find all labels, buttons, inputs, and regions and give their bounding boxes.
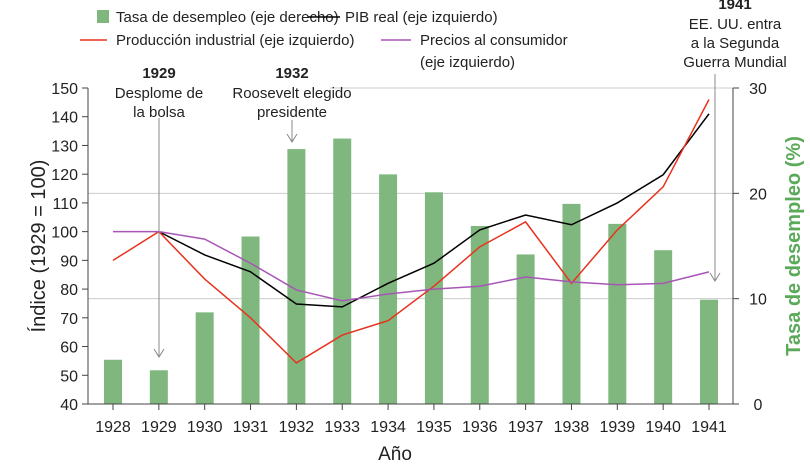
annotation-year: 1941 [718, 0, 751, 13]
arrow-head-icon [709, 272, 721, 282]
y-tick-label: 110 [52, 196, 78, 213]
y-tick-label: 40 [60, 397, 78, 414]
y-tick-label: 80 [60, 282, 78, 299]
legend-label: Tasa de desempleo (eje derecho) [116, 9, 339, 26]
legend-label: (eje izquierdo) [420, 54, 515, 71]
legend: Tasa de desempleo (eje derecho) PIB real… [80, 9, 568, 71]
bar-1930 [195, 312, 214, 404]
y-tick-label: 90 [60, 253, 78, 270]
y-tick-label: 150 [51, 81, 78, 98]
bar-1936 [470, 225, 489, 404]
annotation-text: a la Segunda [691, 35, 780, 52]
x-axis-label: Año [378, 444, 412, 465]
annotation-text: Roosevelt elegido [232, 85, 351, 102]
bar-1934 [379, 174, 398, 404]
y2-tick-label: 10 [749, 292, 767, 309]
annotation-text: presidente [257, 104, 327, 121]
x-tick-label: 1933 [324, 419, 360, 436]
annotation-text: la bolsa [133, 104, 185, 121]
x-tick-label: 1931 [233, 419, 269, 436]
x-tick-label: 1940 [645, 419, 681, 436]
annotation-year: 1929 [142, 65, 175, 82]
series-line-1 [158, 113, 710, 308]
bar-1932 [287, 149, 306, 404]
x-tick-label: 1941 [691, 419, 727, 436]
x-tick-label: 1928 [95, 419, 131, 436]
bar-1929 [149, 370, 168, 404]
bar-1935 [424, 192, 443, 404]
bar-1939 [608, 223, 627, 404]
y-tick-label: 120 [51, 167, 78, 184]
x-tick-label: 1939 [600, 419, 636, 436]
bar-1933 [333, 138, 352, 404]
series-line-2 [112, 99, 710, 364]
y2-axis-label: Tasa de desempleo (%) [783, 136, 805, 356]
annotation-text: EE. UU. entra [689, 16, 782, 33]
y-axis-label: Índice (1929 = 100) [27, 160, 50, 333]
y-tick-label: 140 [51, 110, 78, 127]
bar-1940 [654, 250, 673, 404]
bar-1931 [241, 236, 260, 404]
annotation-text: Desplome de [115, 85, 203, 102]
x-tick-label: 1929 [141, 419, 177, 436]
y2-tick-label: 0 [754, 397, 763, 414]
y-tick-label: 60 [60, 340, 78, 357]
y-tick-label: 70 [60, 311, 78, 328]
x-tick-label: 1938 [554, 419, 590, 436]
bar-1937 [516, 254, 535, 404]
bar-1928 [104, 359, 122, 404]
legend-swatch-unemployment [97, 10, 109, 23]
x-tick-label: 1930 [187, 419, 223, 436]
arrow-head-icon [286, 133, 298, 143]
x-tick-label: 1935 [416, 419, 452, 436]
bar-1941 [700, 299, 718, 404]
y-tick-label: 130 [51, 138, 78, 155]
arrow-head-icon [153, 348, 165, 358]
x-tick-label: 1932 [279, 419, 315, 436]
bar-1938 [562, 203, 581, 404]
series-line-3 [113, 230, 710, 302]
x-tick-label: 1934 [370, 419, 406, 436]
legend-label: Producción industrial (eje izquierdo) [116, 32, 354, 49]
annotation-year: 1932 [275, 65, 308, 82]
y-tick-label: 100 [51, 225, 78, 242]
x-tick-label: 1937 [508, 419, 544, 436]
legend-label: Precios al consumidor [420, 32, 568, 49]
annotation-text: Guerra Mundial [683, 54, 786, 71]
y2-tick-label: 20 [749, 186, 767, 203]
x-tick-label: 1936 [462, 419, 498, 436]
y-tick-label: 50 [60, 368, 78, 385]
y2-tick-label: 30 [749, 81, 767, 98]
legend-label: PIB real (eje izquierdo) [345, 9, 498, 26]
